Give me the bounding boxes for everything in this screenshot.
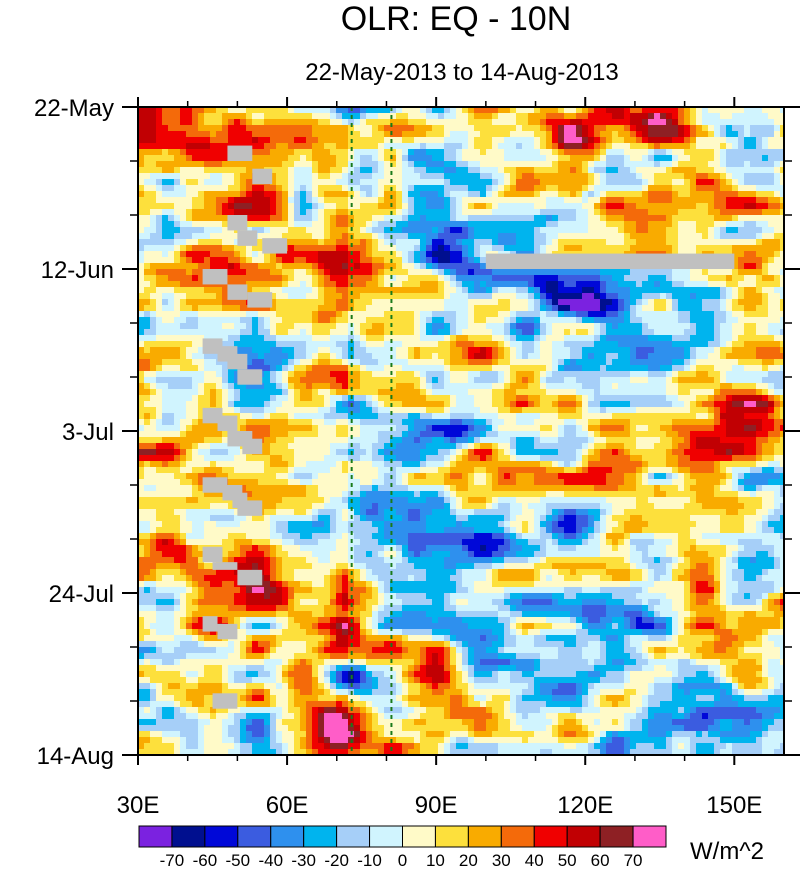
x-tick-label: 150E bbox=[706, 792, 762, 819]
colorbar: -70 -60 -50 -40 -30 -20 -10 0 10 20 30 40 50 60 70 bbox=[138, 825, 667, 869]
missing-data-patch bbox=[202, 616, 218, 632]
missing-data-patch bbox=[202, 269, 228, 285]
colorbar-label: 0 bbox=[398, 851, 407, 869]
colorbar-unit: W/m^2 bbox=[690, 838, 764, 865]
missing-data-patch bbox=[227, 284, 248, 300]
missing-data-patch bbox=[252, 168, 273, 185]
colorbar-swatch bbox=[500, 825, 535, 848]
x-tick-label: 60E bbox=[266, 792, 309, 819]
missing-data-patch bbox=[227, 353, 248, 370]
colorbar-swatch bbox=[369, 825, 403, 848]
missing-data-patch bbox=[212, 562, 238, 570]
missing-data-patch bbox=[202, 546, 223, 563]
chart-subtitle: 22-May-2013 to 14-Aug-2013 bbox=[305, 59, 619, 86]
y-tick-label: 22-May bbox=[34, 95, 114, 122]
missing-data-patch bbox=[212, 693, 238, 709]
colorbar-swatch bbox=[467, 825, 502, 848]
missing-data-patch bbox=[237, 569, 263, 586]
colorbar-label: -30 bbox=[291, 851, 316, 869]
missing-data-patch bbox=[242, 438, 263, 455]
colorbar-swatch bbox=[204, 825, 239, 848]
colorbar-swatch bbox=[171, 825, 206, 848]
colorbar-label: -50 bbox=[226, 851, 251, 869]
colorbar-swatch bbox=[303, 825, 338, 848]
y-tick-label: 14-Aug bbox=[37, 743, 114, 770]
colorbar-label: -60 bbox=[193, 851, 218, 869]
missing-data-patch bbox=[202, 477, 228, 493]
colorbar-swatch bbox=[336, 825, 371, 848]
olr-field bbox=[138, 107, 784, 755]
colorbar-swatch bbox=[566, 825, 601, 848]
colorbar-swatch bbox=[434, 825, 469, 848]
colorbar-label: 30 bbox=[492, 851, 511, 869]
colorbar-label: -10 bbox=[357, 851, 382, 869]
colorbar-label: -20 bbox=[324, 851, 349, 869]
colorbar-label: 50 bbox=[558, 851, 577, 869]
colorbar-swatch bbox=[599, 825, 634, 848]
missing-data-patch bbox=[485, 253, 735, 269]
y-tick-label: 3-Jul bbox=[62, 419, 114, 446]
colorbar-label: -40 bbox=[258, 851, 283, 869]
x-tick-label: 90E bbox=[415, 792, 458, 819]
missing-data-patch bbox=[237, 369, 263, 385]
y-tick-label: 24-Jul bbox=[49, 581, 114, 608]
missing-data-patch bbox=[247, 292, 273, 308]
y-axis: 22-May 12-Jun 3-Jul 24-Jul 14-Aug bbox=[34, 95, 800, 770]
colorbar-label: 60 bbox=[591, 851, 610, 869]
colorbar-swatch bbox=[402, 825, 436, 848]
missing-data-patch bbox=[227, 215, 248, 231]
colorbar-label: 20 bbox=[459, 851, 478, 869]
missing-data-patch bbox=[227, 145, 253, 161]
colorbar-swatch bbox=[533, 825, 568, 848]
reference-lines bbox=[350, 107, 393, 755]
colorbar-label: 10 bbox=[426, 851, 445, 869]
colorbar-swatch bbox=[270, 825, 305, 848]
colorbar-swatch bbox=[237, 825, 272, 848]
chart-title: OLR: EQ - 10N bbox=[341, 0, 572, 38]
colorbar-swatch bbox=[138, 825, 173, 848]
colorbar-swatch bbox=[632, 825, 667, 848]
missing-data-patch bbox=[237, 500, 263, 516]
colorbar-label: -70 bbox=[160, 851, 185, 869]
x-tick-label: 120E bbox=[557, 792, 613, 819]
colorbar-label: 70 bbox=[624, 851, 643, 869]
missing-data-patch bbox=[217, 623, 238, 640]
missing-data-patch bbox=[262, 238, 288, 254]
x-axis: 30E 60E 90E 120E 150E bbox=[117, 97, 762, 819]
colorbar-label: 40 bbox=[525, 851, 544, 869]
missing-data-patch bbox=[237, 230, 258, 246]
missing-data-layer bbox=[202, 145, 735, 709]
y-tick-label: 12-Jun bbox=[41, 257, 114, 284]
missing-data-patch bbox=[217, 415, 238, 431]
x-tick-label: 30E bbox=[117, 792, 160, 819]
